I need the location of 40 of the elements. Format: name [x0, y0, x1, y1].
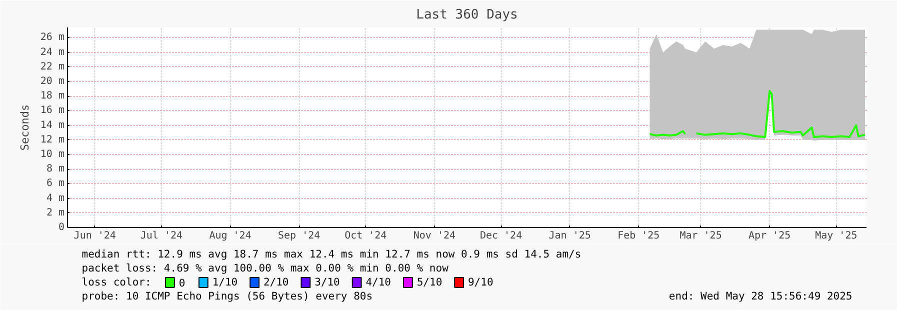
legend-label: 5/10 — [416, 276, 442, 288]
x-tick-label: Dec '24 — [480, 230, 522, 242]
chart-title: Last 360 Days — [416, 8, 518, 22]
y-tick-label: 24 m — [40, 46, 65, 58]
x-tick-label: Jul '24 — [140, 230, 183, 242]
y-tick-label: 20 m — [40, 76, 65, 88]
text: probe: 10 ICMP Echo Pings (56 Bytes) every 80s — [82, 290, 373, 302]
x-tick-label: Nov '24 — [413, 230, 456, 242]
y-tick-label: 16 m — [40, 105, 65, 116]
x-tick-label: Oct '24 — [344, 230, 387, 242]
legend-title: loss color: — [82, 276, 152, 288]
legend-label: 2/10 — [263, 276, 289, 288]
legend-label: 1/10 — [212, 276, 238, 288]
y-tick-label: 2 m — [46, 207, 64, 218]
legend-label: 9/10 — [468, 276, 494, 288]
y-tick-label: 8 m — [46, 164, 64, 175]
y-tick-label: 0 — [58, 222, 65, 233]
legend-label: 0 — [178, 278, 186, 290]
y-tick-label: 12 m — [40, 134, 65, 146]
x-tick-label: Jun '24 — [74, 230, 116, 242]
text: end: Wed May 28 15:56:49 2025 — [668, 290, 852, 302]
x-tick-label: May '25 — [815, 230, 858, 242]
x-tick-label: Feb '25 — [618, 230, 660, 242]
y-tick-label: 26 m — [40, 32, 65, 44]
y-axis-title: Seconds — [18, 104, 32, 151]
legend-label: 3/10 — [314, 276, 340, 288]
text: median rtt: 12.9 ms avg 18.7 ms max 12.4 ms min 12.7 ms now 0.9 ms sd 14.5 am/s — [82, 248, 582, 260]
legend-label: 4/10 — [366, 276, 392, 288]
y-tick-label: 6 m — [46, 178, 64, 190]
y-tick-label: 18 m — [40, 90, 65, 102]
x-tick-label: Apr '25 — [748, 230, 791, 242]
x-tick-label: Sep '24 — [278, 230, 320, 242]
x-tick-label: Jan '25 — [548, 230, 591, 242]
x-tick-label: Mar '25 — [680, 230, 722, 242]
text: packet loss: 4.69 % avg 100.00 % max 0.00 % min 0.00 % now — [82, 262, 450, 274]
y-tick-label: 14 m — [40, 120, 65, 131]
y-tick-label: 10 m — [40, 149, 65, 160]
y-tick-label: 4 m — [46, 192, 64, 204]
y-tick-label: 22 m — [40, 61, 65, 72]
x-tick-label: Aug '24 — [209, 230, 252, 242]
